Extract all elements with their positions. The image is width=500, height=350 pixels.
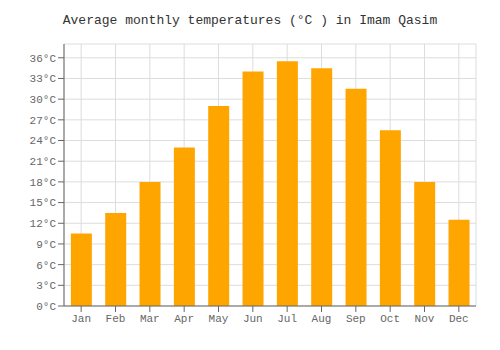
svg-text:Apr: Apr xyxy=(174,313,194,325)
svg-text:Nov: Nov xyxy=(415,313,435,325)
svg-text:12°C: 12°C xyxy=(30,218,57,230)
html-text:Average monthly temperatures (: Average monthly temperatures (°C ) in Im… xyxy=(62,13,438,28)
svg-text:15°C: 15°C xyxy=(30,197,57,209)
svg-text:27°C: 27°C xyxy=(30,115,57,127)
svg-text:Oct: Oct xyxy=(380,313,400,325)
svg-text:9°C: 9°C xyxy=(36,239,56,251)
svg-text:3°C: 3°C xyxy=(36,280,56,292)
svg-text:18°C: 18°C xyxy=(30,177,57,189)
svg-text:Mar: Mar xyxy=(140,313,160,325)
svg-text:30°C: 30°C xyxy=(30,94,57,106)
svg-text:Feb: Feb xyxy=(106,313,126,325)
svg-text:24°C: 24°C xyxy=(30,135,57,147)
svg-text:21°C: 21°C xyxy=(30,156,57,168)
svg-text:Jul: Jul xyxy=(277,313,297,325)
svg-text:Dec: Dec xyxy=(449,313,469,325)
svg-text:6°C: 6°C xyxy=(36,260,56,272)
svg-text:Jun: Jun xyxy=(243,313,263,325)
svg-text:Jan: Jan xyxy=(71,313,91,325)
svg-text:May: May xyxy=(209,313,229,325)
svg-text:Sep: Sep xyxy=(346,313,366,325)
svg-text:Aug: Aug xyxy=(312,313,332,325)
svg-text:0°C: 0°C xyxy=(36,301,56,313)
svg-text:33°C: 33°C xyxy=(30,73,57,85)
svg-text:36°C: 36°C xyxy=(30,53,57,65)
